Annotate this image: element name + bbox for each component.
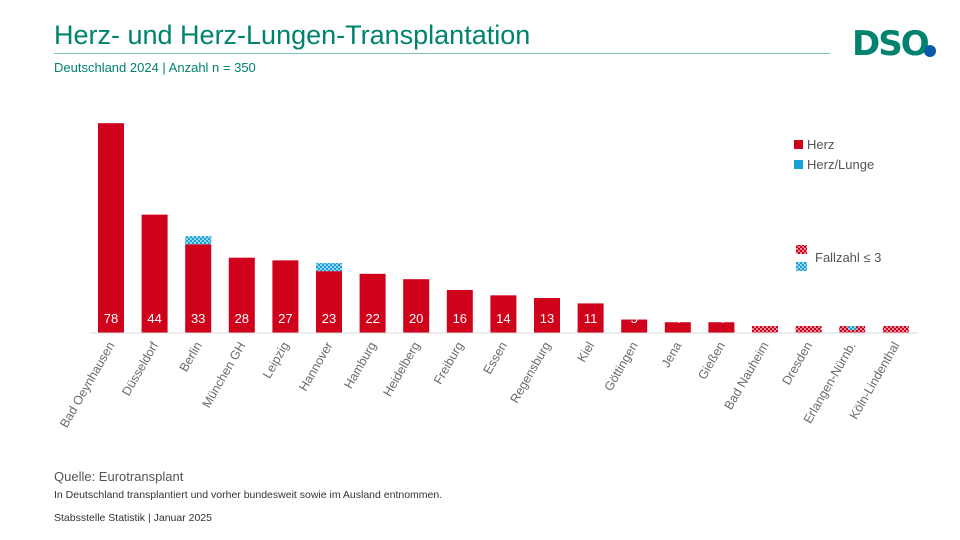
bar-value-göttingen: 5	[631, 311, 638, 326]
bar-herz-lunge-hannover	[316, 263, 342, 272]
bar-value-düsseldorf: 44	[147, 311, 161, 326]
bar-herz-jena	[664, 322, 691, 333]
bar-value-gießen: 4	[718, 311, 725, 326]
bar-herz-freiburg	[446, 289, 473, 333]
legend-swatch-herz	[794, 140, 803, 149]
bar-value-leipzig: 27	[278, 311, 292, 326]
legend-label-herz-lunge: Herz/Lunge	[807, 157, 874, 172]
legend-label-small-count: Fallzahl ≤ 3	[815, 250, 881, 265]
legend-label-herz: Herz	[807, 137, 834, 152]
logo-text: DSO	[852, 24, 929, 60]
x-tick-heidelberg: Heidelberg	[380, 339, 422, 398]
bar-labels-group: 78 44 33 28 27 23 22 20 16 14 13 11 5 4 4	[104, 311, 725, 326]
bar-herz-gießen	[708, 322, 735, 333]
footnote-text: In Deutschland transplantiert und vorher…	[54, 489, 443, 501]
bar-value-münchen-gh: 28	[235, 311, 249, 326]
x-tick-regensburg: Regensburg	[507, 339, 553, 405]
bar-value-heidelberg: 20	[409, 311, 423, 326]
bar-value-bad-oeynhausen: 78	[104, 311, 118, 326]
bar-small-herz-köln-lindenthal	[882, 326, 909, 333]
legend-swatch-small-blue	[796, 262, 807, 271]
x-tick-freiburg: Freiburg	[431, 339, 466, 386]
x-tick-dresden: Dresden	[779, 339, 815, 387]
x-tick-düsseldorf: Düsseldorf	[119, 339, 161, 398]
bar-herz-berlin	[185, 244, 212, 333]
x-tick-gießen: Gießen	[695, 339, 728, 382]
title-divider	[54, 53, 830, 54]
bar-value-hannover: 23	[322, 311, 336, 326]
bar-value-freiburg: 16	[453, 311, 467, 326]
bar-value-essen: 14	[496, 311, 510, 326]
legend: Herz Herz/Lunge Fallzahl ≤ 3	[794, 137, 881, 271]
bar-small-herz-dresden	[795, 326, 822, 333]
x-tick-berlin: Berlin	[177, 339, 205, 374]
dso-logo: DSO	[852, 24, 936, 60]
credit-text: Stabsstelle Statistik | Januar 2025	[54, 512, 212, 524]
bar-herz-essen	[490, 295, 517, 333]
x-tick-hamburg: Hamburg	[341, 339, 379, 391]
x-tick-bad-nauheim: Bad Nauheim	[722, 340, 772, 413]
bar-herz-göttingen	[621, 319, 648, 333]
legend-swatch-herz-lunge	[794, 160, 803, 169]
bar-herz-lunge-berlin	[185, 236, 212, 245]
bar-herz-bad-oeynhausen	[98, 123, 124, 334]
bars-group	[98, 123, 909, 334]
bar-herz-düsseldorf	[141, 214, 168, 333]
x-tick-essen: Essen	[480, 339, 510, 376]
x-tick-kiel: Kiel	[575, 340, 598, 365]
legend-swatch-small-red	[796, 245, 807, 254]
bar-herz-leipzig	[272, 260, 299, 333]
logo-dot	[924, 45, 936, 57]
bar-value-regensburg: 13	[540, 311, 554, 326]
bar-small-herz-bad-nauheim	[752, 326, 778, 333]
x-tick-hannover: Hannover	[296, 340, 335, 394]
bar-herz-hamburg	[359, 273, 386, 333]
bar-value-berlin: 33	[191, 311, 205, 326]
bar-herz-regensburg	[534, 298, 560, 333]
bar-herz-kiel	[577, 303, 604, 333]
bar-value-jena: 4	[674, 311, 681, 326]
bar-small-herz-lunge-erlangen-nürnb-	[848, 326, 857, 330]
x-tick-göttingen: Göttingen	[602, 339, 641, 393]
x-tick-münchen-gh: München GH	[199, 340, 248, 411]
chart-title: Herz- und Herz-Lungen-Transplantation	[54, 20, 531, 50]
bar-herz-heidelberg	[403, 279, 430, 333]
bar-herz-münchen-gh	[228, 257, 255, 333]
bar-value-hamburg: 22	[365, 311, 379, 326]
bar-value-kiel: 11	[584, 311, 598, 326]
bar-herz-hannover	[316, 271, 342, 333]
chart-subtitle: Deutschland 2024 | Anzahl n = 350	[54, 60, 256, 75]
x-tick-jena: Jena	[659, 339, 685, 370]
x-tick-bad-oeynhausen: Bad Oeynhausen	[57, 339, 117, 430]
x-tick-leipzig: Leipzig	[260, 339, 292, 380]
source-text: Quelle: Eurotransplant	[54, 469, 184, 484]
